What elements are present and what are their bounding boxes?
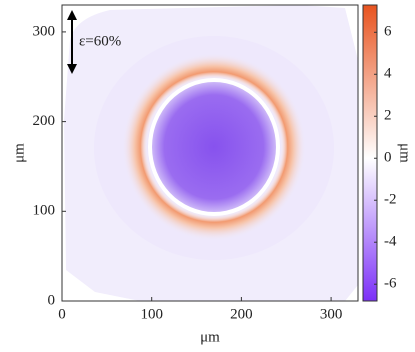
colorbar-tick-label: -6 — [384, 276, 397, 292]
colorbar-tick-label: 0 — [384, 150, 392, 166]
y-tick-label: 300 — [33, 23, 56, 39]
strain-arrow — [67, 10, 77, 74]
x-tick-label: 100 — [140, 306, 163, 322]
colorbar-tick-label: 4 — [384, 66, 392, 82]
x-tick-label: 300 — [320, 306, 343, 322]
y-tick-label: 100 — [33, 203, 56, 219]
colorbar-tick-label: 2 — [384, 108, 392, 124]
y-axis-label: μm — [11, 143, 27, 163]
heatmap-field — [64, 5, 358, 301]
x-tick-label: 200 — [230, 306, 253, 322]
colorbar-tick-label: 6 — [384, 24, 392, 40]
annotation: ε=60% — [79, 33, 121, 49]
y-tick-label: 200 — [33, 113, 56, 129]
colorbar-tick-label: -4 — [384, 234, 397, 250]
colorbar-label: μm — [397, 143, 413, 163]
y-tick-label: 0 — [48, 292, 56, 308]
x-tick-label: 0 — [58, 306, 66, 322]
x-axis-label: μm — [200, 329, 220, 345]
colorbar — [362, 4, 378, 302]
colorbar-tick-label: -2 — [384, 192, 397, 208]
plot-frame — [61, 4, 359, 302]
